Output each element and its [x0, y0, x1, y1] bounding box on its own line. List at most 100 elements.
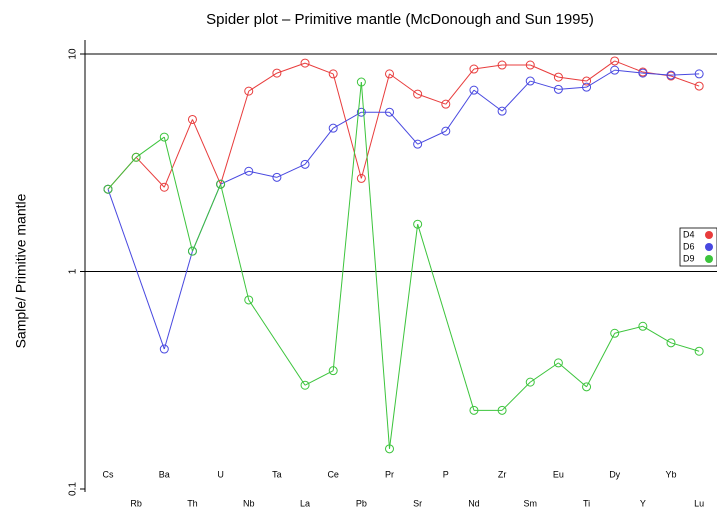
series-segment [191, 119, 222, 185]
data-point [413, 139, 423, 149]
x-tick-label: Nd [468, 498, 480, 508]
series-segment [417, 93, 446, 105]
series-segment [586, 60, 615, 82]
data-point [441, 99, 451, 109]
data-point [300, 159, 310, 169]
series-segment [135, 136, 165, 158]
series-segment [163, 119, 193, 188]
x-tick-label: Pb [356, 498, 367, 508]
series-segment [530, 64, 559, 78]
data-point [244, 166, 254, 176]
data-point [159, 344, 169, 354]
series-segment [389, 73, 418, 95]
series-segment [135, 156, 165, 188]
series-segment [332, 82, 362, 371]
series-segment [670, 73, 700, 76]
series-segment [501, 381, 531, 411]
legend-label: D4 [683, 229, 695, 239]
data-point [187, 114, 197, 124]
series-segment [445, 68, 475, 105]
y-tick-label: 1 [68, 268, 79, 274]
data-point [413, 219, 423, 229]
data-point [385, 107, 394, 117]
series-segment [276, 163, 306, 178]
data-point [356, 107, 366, 117]
x-tick-label: Dy [609, 469, 620, 479]
series-segment [614, 60, 644, 73]
data-point [638, 68, 648, 78]
data-point [582, 76, 592, 86]
series-segment [586, 69, 615, 88]
series-segment [360, 73, 390, 179]
x-tick-label: Ta [272, 469, 282, 479]
data-point [638, 321, 648, 331]
series-segment [417, 130, 447, 145]
x-tick-label: U [217, 469, 224, 479]
y-tick-label: 10 [68, 48, 79, 60]
x-tick-label: Zr [498, 469, 507, 479]
data-point [582, 382, 592, 392]
data-point [328, 123, 338, 133]
data-point [441, 126, 451, 136]
data-point [694, 346, 704, 356]
series-segment [163, 251, 193, 350]
series-segment [530, 80, 559, 90]
data-point [300, 380, 310, 390]
data-point [582, 82, 592, 92]
series-segment [389, 111, 419, 145]
data-point [244, 295, 254, 305]
chart-title: Spider plot – Primitive mantle (McDonoug… [206, 11, 594, 28]
series-segment [360, 82, 390, 449]
y-tick-label: 0.1 [68, 482, 79, 496]
x-tick-label: Ti [583, 498, 590, 508]
legend-marker [705, 231, 713, 239]
series-segment [558, 362, 587, 388]
legend-marker [705, 255, 713, 263]
data-point [469, 405, 479, 415]
legend-label: D6 [683, 241, 695, 251]
x-tick-label: Sr [413, 498, 422, 508]
data-point [553, 358, 563, 368]
series-segment [389, 224, 419, 449]
data-point [666, 70, 676, 80]
x-tick-label: Y [640, 498, 646, 508]
data-point [300, 58, 310, 68]
data-point [356, 173, 366, 183]
data-point [187, 246, 197, 256]
x-tick-label: Yb [665, 469, 676, 479]
data-point [413, 89, 423, 99]
data-point [525, 377, 535, 387]
data-point [694, 69, 704, 79]
x-tick-label: Sm [524, 498, 538, 508]
data-point [694, 81, 704, 91]
data-point [666, 338, 676, 348]
x-tick-label: Cs [103, 469, 114, 479]
data-point [356, 77, 366, 87]
x-tick-label: Eu [553, 469, 564, 479]
series-segment [417, 224, 475, 411]
y-axis-label: Sample/ Primitive mantle [13, 193, 29, 348]
series-segment [276, 62, 306, 74]
data-point [328, 366, 338, 376]
data-point [385, 69, 394, 79]
series-segment [248, 299, 306, 386]
series-segment [445, 89, 475, 132]
series-segment [501, 80, 531, 112]
data-point [272, 172, 282, 182]
data-point [385, 444, 394, 454]
data-point [469, 85, 479, 95]
data-point [553, 72, 563, 82]
data-point [328, 69, 338, 79]
legend-label: D9 [683, 253, 695, 263]
series-segment [248, 170, 278, 178]
series-segment [332, 111, 362, 129]
data-point [497, 106, 507, 116]
series-segment [220, 184, 250, 301]
series-segment [586, 333, 616, 388]
series-segment [304, 62, 334, 75]
series-segment [473, 64, 503, 70]
x-tick-label: Pr [385, 469, 394, 479]
x-tick-label: La [300, 498, 310, 508]
series-segment [529, 362, 559, 383]
